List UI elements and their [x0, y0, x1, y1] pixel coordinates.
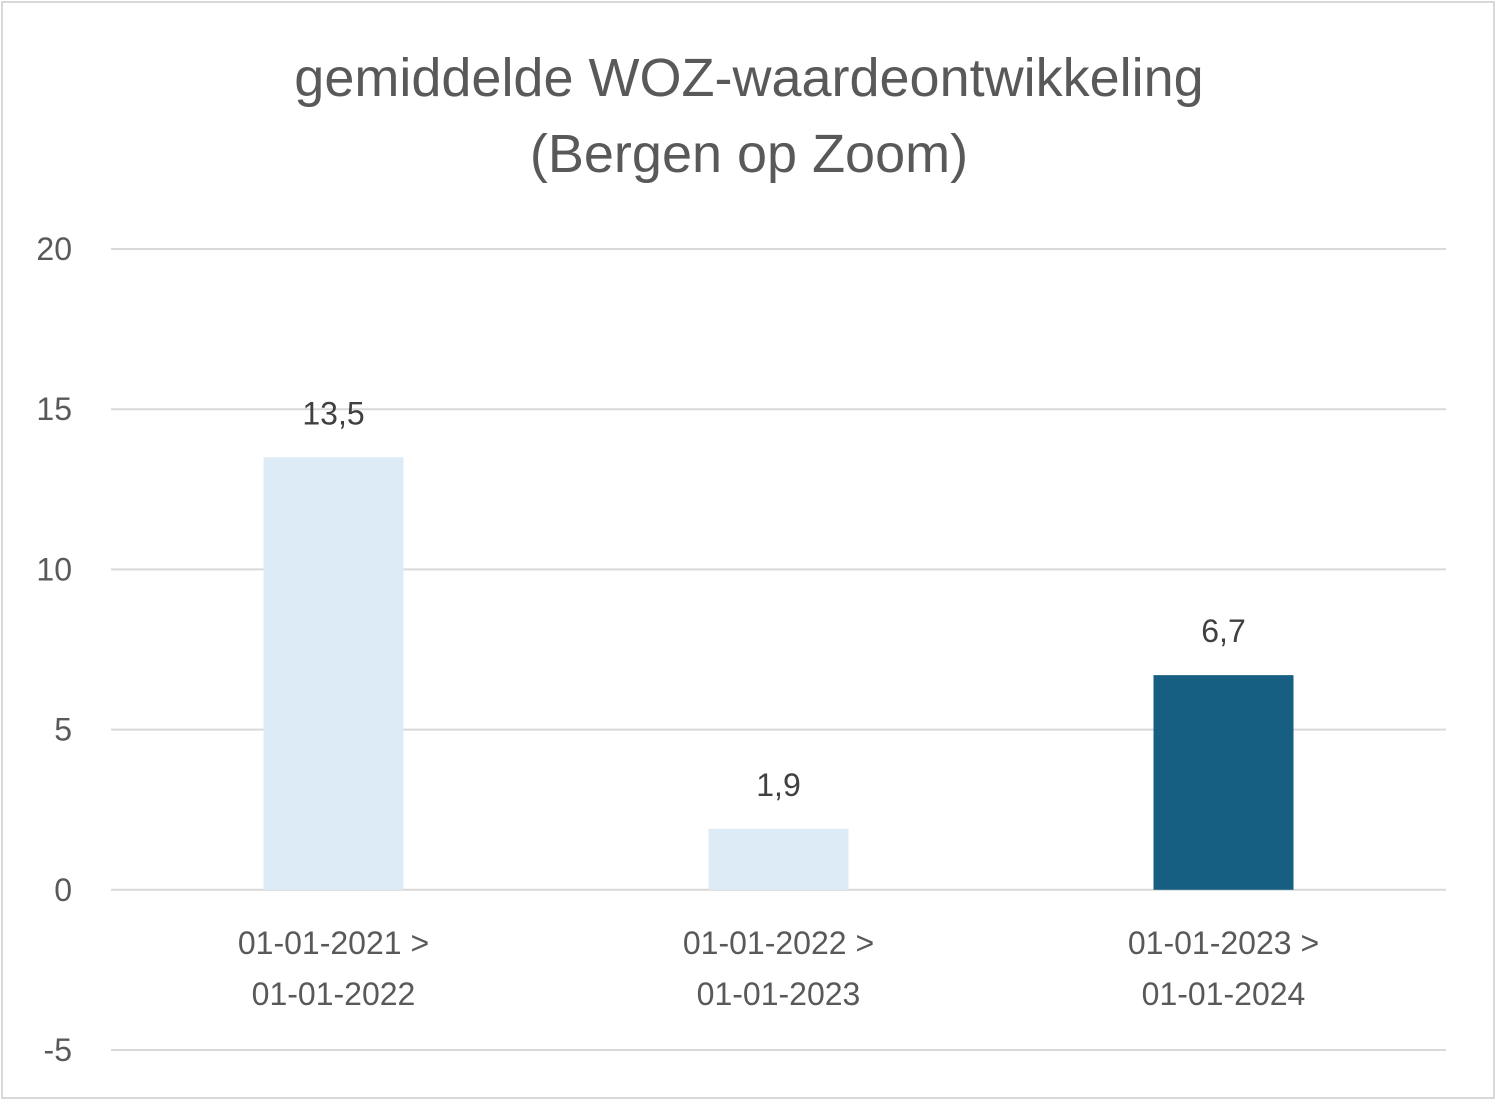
y-tick-label: 5: [54, 712, 72, 748]
data-label: 6,7: [1201, 613, 1245, 649]
data-label: 1,9: [756, 767, 800, 803]
y-tick-label: 15: [36, 391, 72, 427]
x-tick-label: 01-01-2023 >: [1128, 925, 1319, 961]
chart-title: gemiddelde WOZ-waardeontwikkeling (Berge…: [0, 40, 1498, 192]
y-tick-label: 20: [36, 231, 72, 267]
x-tick-label: 01-01-2023: [697, 976, 861, 1012]
bar: [263, 457, 404, 890]
data-label: 13,5: [302, 395, 364, 431]
x-tick-label: 01-01-2022: [252, 976, 416, 1012]
chart-title-line-2: (Bergen op Zoom): [529, 124, 969, 184]
chart-title-line-1: gemiddelde WOZ-waardeontwikkeling: [294, 48, 1204, 108]
y-tick-label: -5: [44, 1032, 72, 1068]
bar: [1153, 675, 1294, 890]
y-tick-label: 0: [54, 872, 72, 908]
bar: [708, 828, 849, 890]
x-tick-label: 01-01-2022 >: [683, 925, 874, 961]
y-tick-label: 10: [36, 551, 72, 587]
x-tick-label: 01-01-2024: [1142, 976, 1306, 1012]
x-tick-label: 01-01-2021 >: [238, 925, 429, 961]
